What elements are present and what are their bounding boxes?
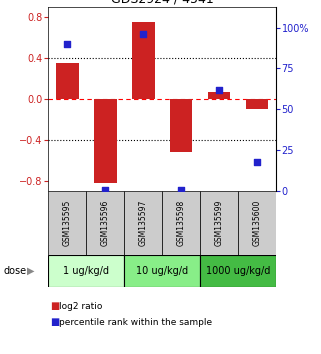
Text: GSM135599: GSM135599: [214, 200, 224, 246]
Text: 10 ug/kg/d: 10 ug/kg/d: [136, 266, 188, 276]
Point: [65, 41, 70, 47]
Title: GDS2924 / 4541: GDS2924 / 4541: [111, 0, 213, 6]
Point: [141, 31, 146, 37]
Bar: [238, 191, 276, 255]
Text: ■: ■: [50, 301, 59, 311]
Text: dose: dose: [3, 266, 26, 276]
Bar: [124, 191, 162, 255]
Point: [178, 187, 184, 192]
Text: GSM135598: GSM135598: [177, 200, 186, 246]
Bar: [200, 255, 276, 287]
Point: [255, 159, 260, 165]
Bar: [170, 99, 193, 152]
Bar: [56, 63, 79, 99]
Text: log2 ratio: log2 ratio: [59, 302, 103, 311]
Bar: [94, 99, 117, 183]
Bar: [124, 255, 200, 287]
Bar: [200, 191, 238, 255]
Bar: [208, 92, 230, 99]
Bar: [48, 255, 124, 287]
Bar: [246, 99, 268, 109]
Text: ■: ■: [50, 317, 59, 327]
Text: 1 ug/kg/d: 1 ug/kg/d: [63, 266, 109, 276]
Text: GSM135595: GSM135595: [63, 200, 72, 246]
Text: ▶: ▶: [27, 266, 35, 276]
Text: GSM135597: GSM135597: [139, 200, 148, 246]
Bar: [162, 191, 200, 255]
Point: [216, 87, 221, 92]
Bar: [132, 22, 154, 99]
Text: GSM135596: GSM135596: [100, 200, 110, 246]
Point: [102, 187, 108, 192]
Bar: [48, 191, 86, 255]
Bar: [86, 191, 124, 255]
Text: 1000 ug/kg/d: 1000 ug/kg/d: [206, 266, 270, 276]
Text: percentile rank within the sample: percentile rank within the sample: [59, 318, 213, 327]
Text: GSM135600: GSM135600: [253, 200, 262, 246]
